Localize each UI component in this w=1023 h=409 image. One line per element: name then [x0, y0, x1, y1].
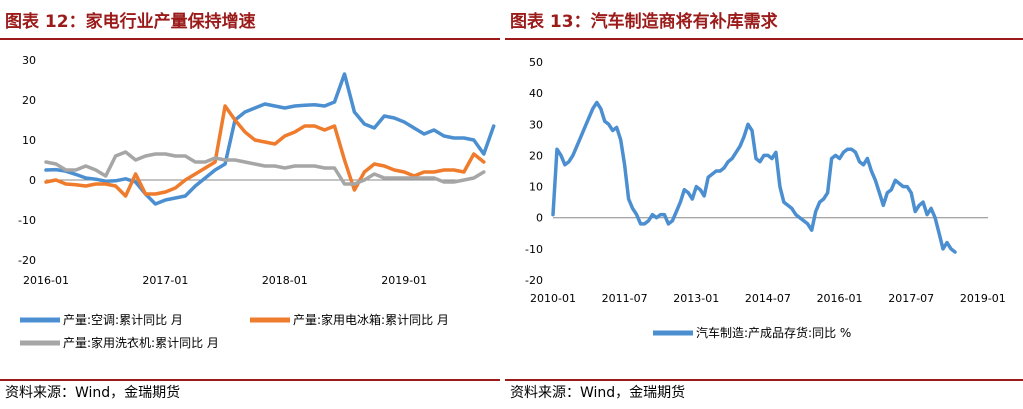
y-tick-label: 30: [529, 118, 543, 131]
x-tick-label: 2014-07: [745, 292, 791, 305]
x-tick-label: 2011-07: [602, 292, 648, 305]
x-tick-label: 2019-01: [381, 274, 427, 287]
y-tick-label: 20: [22, 94, 36, 107]
x-tick-label: 2019-01: [960, 292, 1006, 305]
legend-label: 汽车制造:产成品存货:同比 %: [696, 325, 851, 340]
series-line: [44, 150, 486, 186]
y-tick-label: 10: [22, 134, 36, 147]
y-tick-label: -20: [18, 254, 36, 267]
auto-inventory-chart: 50 40 30 20 10 0 -10 -20 2010-01 2011-07 2013-01 20…: [525, 56, 1006, 340]
source-note-right: 资料来源：Wind，金瑞期货: [510, 385, 686, 401]
y-tick-label: 0: [536, 212, 543, 225]
y-tick-label: -10: [525, 243, 543, 256]
chart-title-right: 图表 13：汽车制造商将有补库需求: [510, 12, 778, 32]
source-rule-left: [0, 379, 500, 381]
legend-label: 产量:家用洗衣机:累计同比 月: [63, 335, 219, 350]
left-panel: 图表 12：家电行业产量保持增速 30 20 10 0 -10 -20 2016-01 201…: [0, 0, 500, 409]
x-tick-label: 2013-01: [673, 292, 719, 305]
right-panel: 图表 13：汽车制造商将有补库需求 50 40 30 20 10 0 -10 -20 2010-…: [505, 0, 1023, 409]
y-tick-label: 40: [529, 87, 543, 100]
x-tick-label: 2016-01: [817, 292, 863, 305]
y-tick-label: 30: [22, 54, 36, 67]
legend-label: 产量:家用电冰箱:累计同比 月: [293, 312, 449, 327]
y-tick-label: -20: [525, 274, 543, 287]
appliance-output-chart: 30 20 10 0 -10 -20 2016-01 2017-01 2018-01 2019-0…: [18, 54, 496, 350]
x-tick-label: 2017-01: [142, 274, 188, 287]
series-line: [551, 100, 957, 254]
legend-label: 产量:空调:累计同比 月: [63, 313, 183, 327]
source-rule-right: [505, 379, 1023, 381]
y-tick-label: 0: [29, 174, 36, 187]
source-note-left: 资料来源：Wind，金瑞期货: [5, 385, 181, 401]
series-line: [44, 72, 496, 206]
x-tick-label: 2010-01: [530, 292, 576, 305]
y-tick-label: 10: [529, 181, 543, 194]
y-tick-label: 20: [529, 149, 543, 162]
chart-title-left: 图表 12：家电行业产量保持增速: [5, 12, 256, 32]
x-tick-label: 2016-01: [23, 274, 69, 287]
x-tick-label: 2018-01: [262, 274, 308, 287]
y-tick-label: 50: [529, 56, 543, 69]
y-tick-label: -10: [18, 214, 36, 227]
x-tick-label: 2017-07: [888, 292, 934, 305]
title-rule-right: [505, 38, 1023, 40]
series-line: [44, 104, 486, 198]
title-rule-left: [0, 38, 500, 40]
